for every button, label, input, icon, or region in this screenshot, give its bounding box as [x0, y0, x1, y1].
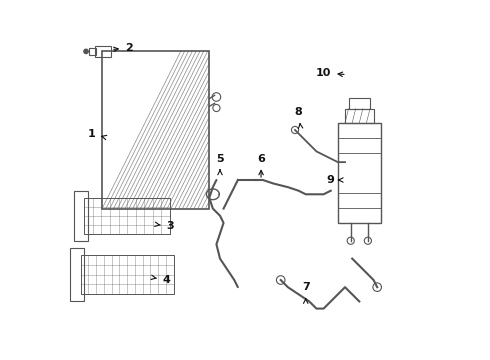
Text: 3: 3 [155, 221, 174, 231]
Bar [338, 123, 381, 223]
Text: 7: 7 [302, 282, 310, 303]
Text: 8: 8 [294, 107, 303, 129]
Text: 1: 1 [88, 129, 107, 140]
Bar [84, 198, 170, 234]
Circle shape [84, 49, 88, 54]
Text: 9: 9 [327, 175, 343, 185]
Bar [348, 98, 370, 109]
Bar [102, 51, 209, 208]
Bar [74, 191, 88, 241]
Bar [70, 248, 84, 301]
Bar [95, 46, 111, 57]
Text: 6: 6 [257, 154, 265, 177]
Bar [89, 48, 96, 55]
Text: 4: 4 [151, 275, 171, 285]
Text: 5: 5 [216, 154, 224, 175]
Bar [81, 255, 173, 294]
Bar [345, 109, 373, 123]
Text: 2: 2 [114, 43, 133, 53]
Text: 10: 10 [316, 68, 344, 78]
